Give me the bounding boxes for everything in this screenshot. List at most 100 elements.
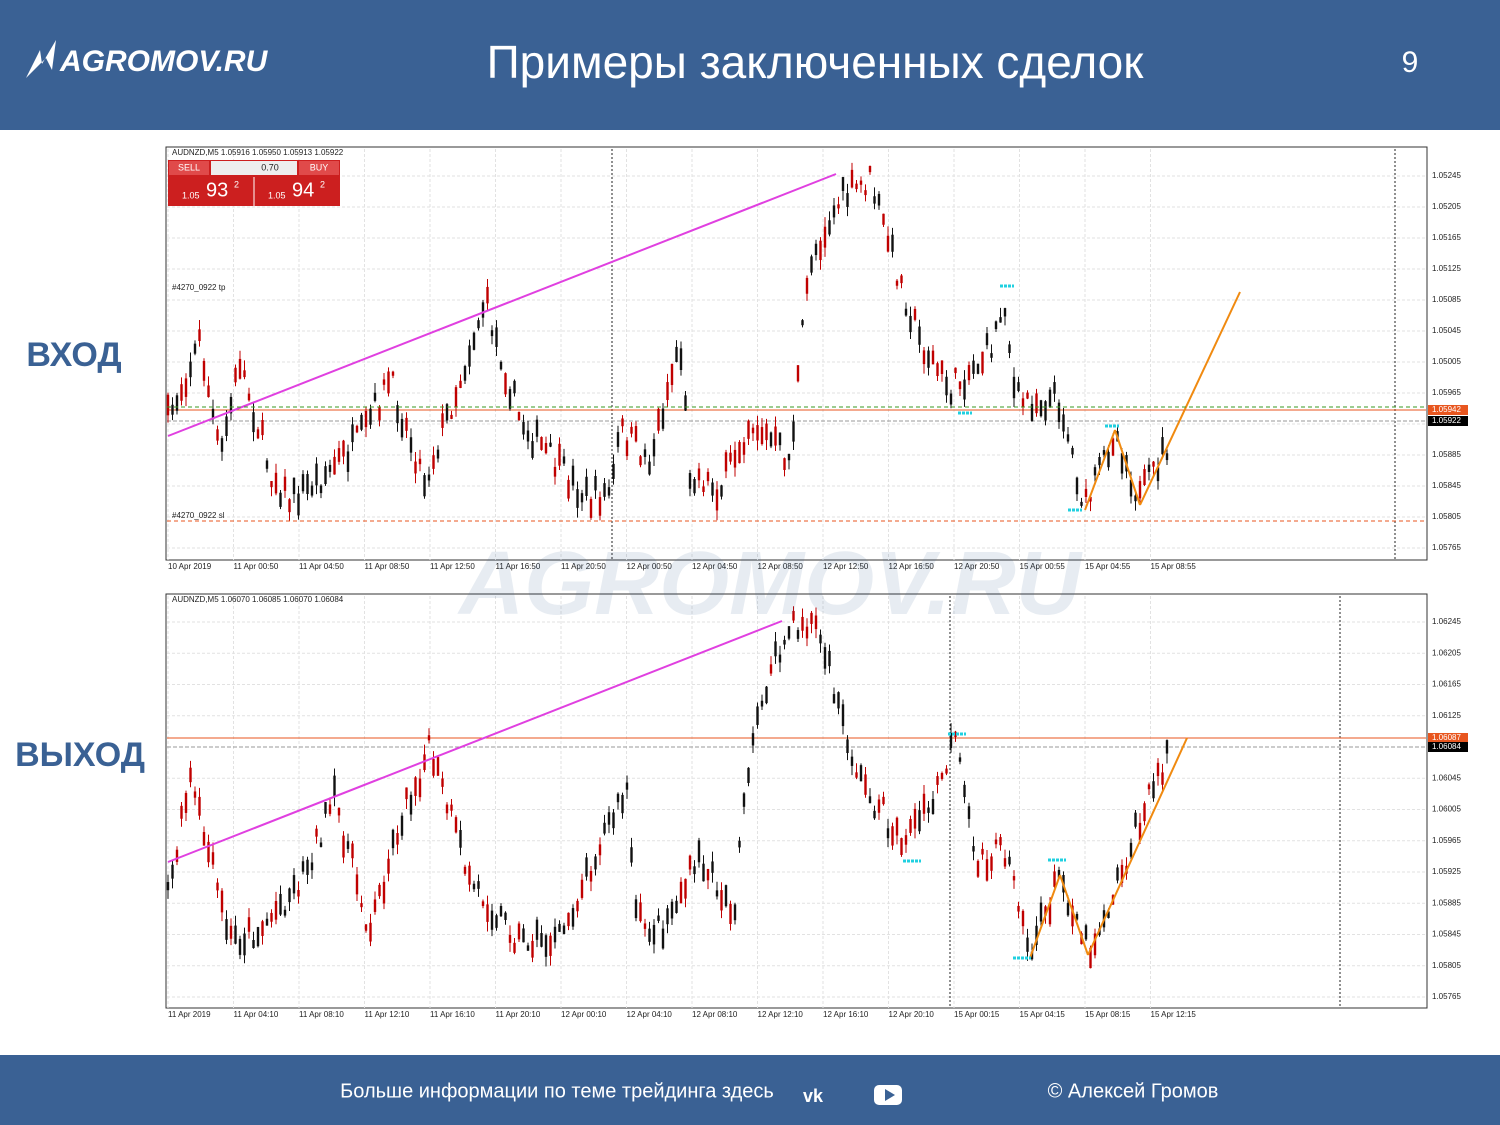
candle-body bbox=[643, 923, 647, 929]
candle-body bbox=[207, 385, 210, 398]
candle-body bbox=[400, 418, 404, 438]
candle-body bbox=[364, 410, 368, 428]
candle-body bbox=[283, 476, 287, 491]
candle-body bbox=[400, 815, 404, 836]
candle-body bbox=[346, 451, 350, 472]
candle-body bbox=[562, 456, 566, 464]
candle-body bbox=[1089, 496, 1092, 502]
candle-body bbox=[481, 901, 485, 906]
candle-body bbox=[346, 841, 350, 849]
candle-body bbox=[711, 482, 714, 496]
time-label: 12 Apr 00:10 bbox=[561, 1010, 607, 1019]
price-tag bbox=[1428, 405, 1468, 415]
candle-body bbox=[603, 483, 606, 497]
candle-body bbox=[1071, 447, 1074, 455]
candle-body bbox=[657, 408, 660, 431]
candle-body bbox=[360, 414, 363, 430]
order-label: #4270_0922 sl bbox=[172, 511, 225, 520]
candle-body bbox=[324, 802, 327, 814]
candle-body bbox=[1089, 947, 1092, 969]
candle-body bbox=[846, 193, 849, 207]
buy-button[interactable] bbox=[299, 161, 339, 175]
candle-body bbox=[625, 440, 629, 457]
candle-body bbox=[513, 380, 516, 394]
candle-body bbox=[315, 463, 318, 486]
candle-body bbox=[945, 768, 948, 774]
candle-body bbox=[882, 213, 885, 225]
vk-icon[interactable]: vk bbox=[803, 1086, 824, 1106]
candle-body bbox=[1075, 477, 1079, 495]
candle-body bbox=[832, 694, 836, 704]
candle-body bbox=[499, 905, 503, 917]
candle-body bbox=[796, 630, 800, 639]
candle-body bbox=[580, 493, 584, 503]
candle-body bbox=[504, 373, 507, 395]
candle-body bbox=[630, 847, 633, 863]
candle-body bbox=[441, 413, 444, 428]
candle-body bbox=[508, 934, 512, 943]
candle-body bbox=[220, 438, 224, 452]
time-label: 11 Apr 16:10 bbox=[430, 1010, 475, 1019]
candle-body bbox=[391, 829, 395, 849]
candle-body bbox=[760, 427, 764, 445]
candle-body bbox=[355, 425, 359, 433]
candle-body bbox=[922, 350, 926, 365]
trend-line bbox=[1114, 429, 1141, 506]
candle-body bbox=[877, 193, 881, 206]
time-label: 15 Apr 08:15 bbox=[1085, 1010, 1131, 1019]
candle-body bbox=[234, 925, 237, 944]
candle-body bbox=[697, 840, 701, 863]
candle-body bbox=[1008, 856, 1011, 865]
candle-body bbox=[1075, 913, 1079, 920]
candle-body bbox=[594, 476, 597, 491]
candle-body bbox=[981, 351, 984, 374]
candle-body bbox=[450, 804, 453, 811]
candle-body bbox=[738, 441, 741, 464]
sell-button[interactable] bbox=[169, 161, 209, 175]
candle-body bbox=[319, 842, 323, 847]
candle-body bbox=[999, 317, 1002, 323]
candle-body bbox=[261, 419, 264, 436]
candle-body bbox=[531, 441, 534, 458]
candle-body bbox=[382, 379, 386, 385]
candle-body bbox=[720, 485, 723, 497]
candle-body bbox=[292, 477, 296, 495]
candle-body bbox=[648, 928, 651, 942]
candle-body bbox=[1053, 871, 1056, 887]
candle-body bbox=[436, 449, 440, 459]
candle-body bbox=[868, 796, 872, 804]
candle-body bbox=[607, 812, 611, 825]
candle-body bbox=[1048, 903, 1052, 925]
price-label: 1.05805 bbox=[1432, 512, 1461, 521]
time-label: 12 Apr 08:10 bbox=[692, 1010, 738, 1019]
candle-body bbox=[679, 881, 683, 904]
trend-line bbox=[167, 173, 837, 437]
candle-body bbox=[715, 890, 719, 897]
candle-body bbox=[238, 358, 242, 379]
slide-title: Примеры заключенных сделок bbox=[487, 36, 1145, 88]
candle-body bbox=[211, 408, 215, 420]
candle-body bbox=[490, 910, 494, 930]
candle-body bbox=[1012, 376, 1016, 399]
candle-body bbox=[927, 807, 930, 813]
chart-frame bbox=[165, 146, 1428, 561]
candle-body bbox=[405, 417, 408, 431]
candle-body bbox=[243, 933, 246, 956]
candle-body bbox=[747, 767, 750, 783]
time-label: 10 Apr 2019 bbox=[168, 562, 212, 571]
candle-body bbox=[792, 610, 795, 621]
candle-body bbox=[805, 626, 809, 639]
candle-body bbox=[895, 817, 899, 836]
marked-price: 1.05922 bbox=[1432, 416, 1461, 425]
candle-body bbox=[1084, 488, 1088, 497]
time-label: 12 Apr 00:50 bbox=[627, 562, 673, 571]
candle-body bbox=[1062, 414, 1065, 432]
candle-body bbox=[940, 773, 944, 779]
candle-body bbox=[814, 615, 818, 630]
candle-body bbox=[1143, 803, 1146, 822]
candle-body bbox=[274, 472, 278, 494]
candle-body bbox=[234, 367, 237, 383]
time-label: 12 Apr 16:50 bbox=[889, 562, 935, 571]
candle-body bbox=[306, 859, 309, 875]
candle-body bbox=[711, 861, 714, 873]
